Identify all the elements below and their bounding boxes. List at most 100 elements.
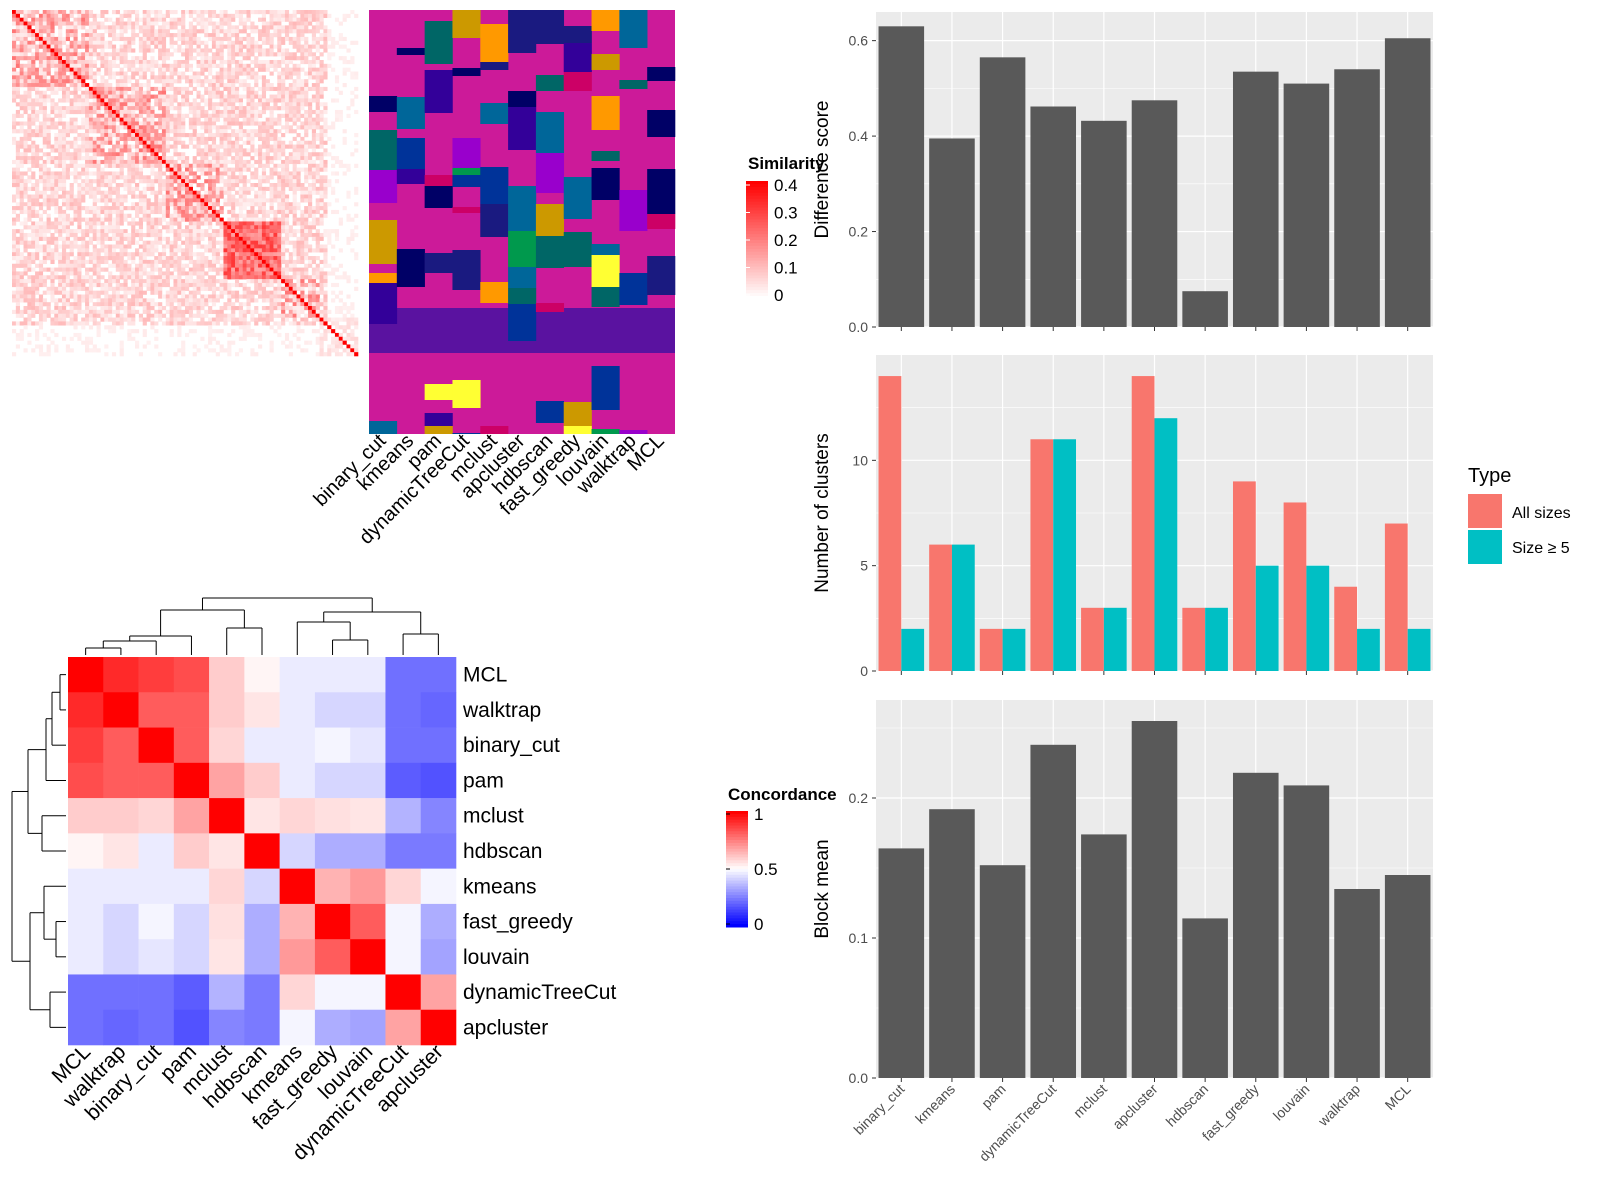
similarity-cell (292, 113, 297, 118)
similarity-cell (188, 67, 193, 72)
similarity-cell (208, 133, 213, 138)
similarity-cell (215, 56, 220, 61)
similarity-cell (31, 286, 36, 291)
similarity-cell (27, 113, 32, 118)
similarity-cell (265, 21, 270, 26)
similarity-cell (65, 190, 70, 195)
similarity-cell (292, 56, 297, 61)
similarity-cell (85, 67, 90, 72)
similarity-cell (85, 52, 90, 57)
similarity-cell (161, 94, 167, 99)
similarity-cell (96, 232, 101, 238)
similarity-cell (119, 56, 124, 61)
similarity-cell (258, 279, 263, 284)
similarity-cell (200, 48, 205, 53)
similarity-cell (100, 179, 105, 184)
similarity-cell (31, 186, 36, 191)
similarity-cell (265, 229, 270, 234)
similarity-cell (188, 244, 193, 249)
similarity-cell (73, 159, 78, 165)
similarity-cell (69, 106, 74, 111)
similarity-cell (181, 140, 186, 145)
similarity-cell (58, 40, 63, 45)
similarity-cell (254, 59, 259, 65)
similarity-cell (277, 144, 282, 149)
similarity-cell (65, 133, 70, 138)
similarity-cell (292, 79, 297, 84)
similarity-cell (119, 144, 124, 149)
similarity-cell (104, 183, 109, 188)
similarity-cell (327, 33, 332, 38)
similarity-cell (200, 202, 205, 207)
similarity-cell (161, 217, 167, 222)
similarity-cell (238, 144, 243, 149)
similarity-cell (281, 221, 286, 226)
similarity-cell (238, 271, 243, 276)
similarity-cell (27, 275, 32, 280)
similarity-cell (138, 67, 144, 72)
similarity-cell (38, 267, 44, 272)
similarity-cell (146, 86, 151, 92)
similarity-cell (277, 275, 282, 280)
similarity-cell (85, 156, 90, 161)
similarity-cell (292, 156, 297, 161)
similarity-cell (242, 167, 247, 172)
similarity-cell (342, 271, 347, 276)
similarity-cell (15, 79, 20, 84)
similarity-cell (19, 75, 24, 80)
similarity-cell (31, 148, 36, 153)
similarity-cell (219, 167, 224, 172)
similarity-cell (173, 256, 178, 261)
similarity-cell (334, 109, 340, 115)
similarity-cell (238, 167, 243, 172)
similarity-cell (296, 29, 301, 34)
similarity-cell (250, 133, 255, 138)
similarity-cell (177, 221, 182, 226)
similarity-cell (58, 163, 63, 168)
similarity-cell (254, 106, 259, 111)
similarity-cell (161, 106, 167, 111)
similarity-cell (61, 152, 67, 157)
similarity-cell (204, 221, 209, 226)
similarity-cell (127, 263, 132, 268)
similarity-cell (119, 286, 124, 291)
similarity-cell (319, 163, 324, 168)
similarity-cell (208, 225, 213, 230)
similarity-cell (308, 86, 313, 92)
similarity-cell (58, 221, 63, 226)
similarity-cell (165, 213, 170, 218)
similarity-cell (150, 67, 155, 72)
similarity-cell (111, 179, 117, 184)
similarity-cell (254, 129, 259, 134)
similarity-cell (135, 106, 140, 111)
similarity-cell (154, 159, 159, 165)
similarity-cell (181, 256, 186, 261)
similarity-cell (211, 21, 217, 26)
similarity-cell (138, 121, 144, 126)
similarity-cell (288, 175, 293, 180)
similarity-cell (181, 271, 186, 276)
similarity-cell (242, 186, 247, 191)
similarity-cell (177, 171, 182, 176)
similarity-cell (135, 159, 140, 165)
similarity-cell (135, 275, 140, 280)
similarity-cell (238, 194, 243, 199)
similarity-cell (242, 129, 247, 134)
similarity-cell (281, 98, 286, 103)
similarity-cell (81, 263, 86, 268)
similarity-cell (85, 248, 90, 253)
similarity-cell (88, 140, 94, 145)
similarity-cell (131, 71, 136, 76)
similarity-cell (265, 282, 270, 288)
similarity-cell (261, 40, 267, 45)
similarity-cell (269, 125, 274, 130)
similarity-cell (350, 40, 355, 45)
similarity-cell (215, 13, 220, 18)
similarity-cell (227, 67, 232, 72)
similarity-cell (150, 221, 155, 226)
similarity-cell (258, 271, 263, 276)
similarity-cell (196, 121, 201, 126)
similarity-cell (42, 198, 47, 203)
similarity-cell (46, 244, 51, 249)
similarity-cell (50, 79, 55, 84)
